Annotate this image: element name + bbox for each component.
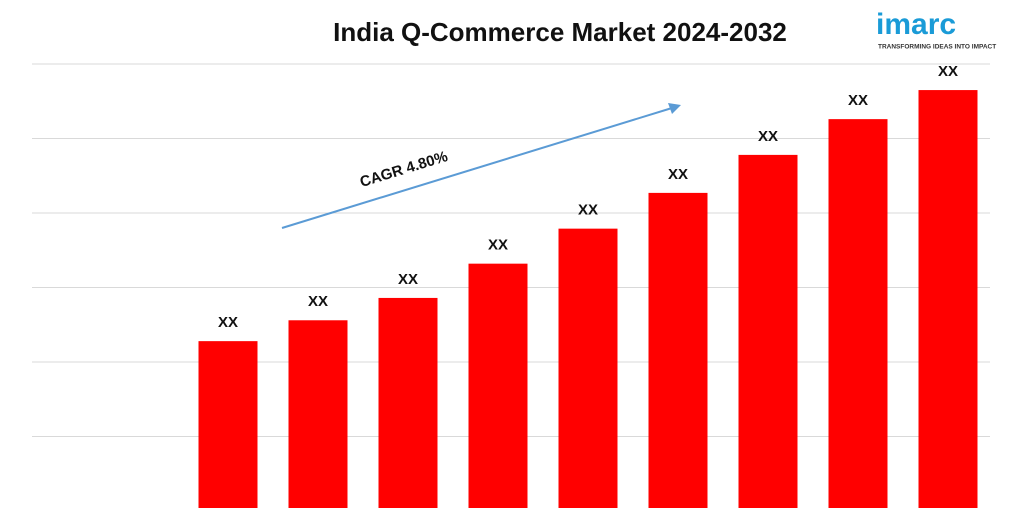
data-label: XX [758,128,778,145]
bar [828,119,888,508]
chart-title: India Q-Commerce Market 2024-2032 [333,17,787,47]
bar [468,263,528,508]
bar [738,154,798,508]
data-label: XX [308,293,328,310]
arrow-line [281,107,673,229]
bar [378,297,438,508]
data-label: XX [488,237,508,254]
bar [198,341,258,508]
data-label: XX [848,92,868,109]
data-label: XX [668,166,688,183]
arrow-head [668,103,681,114]
logo-tagline: TRANSFORMING IDEAS INTO IMPACT [878,44,996,51]
cagr-label: CAGR 4.80% [358,148,450,191]
cagr-arrow: CAGR 4.80% [281,103,681,229]
data-label: XX [938,63,958,80]
data-label: XX [398,271,418,288]
bar [558,228,618,508]
bars: XX XX XX XX XX XX XX XX XX [198,63,978,508]
logo: imarc TRANSFORMING IDEAS INTO IMPACT [876,8,996,51]
bar [918,90,978,508]
data-label: XX [218,314,238,331]
data-label: XX [578,202,598,219]
bar [288,320,348,508]
logo-name: imarc [876,8,956,41]
bar [648,192,708,508]
